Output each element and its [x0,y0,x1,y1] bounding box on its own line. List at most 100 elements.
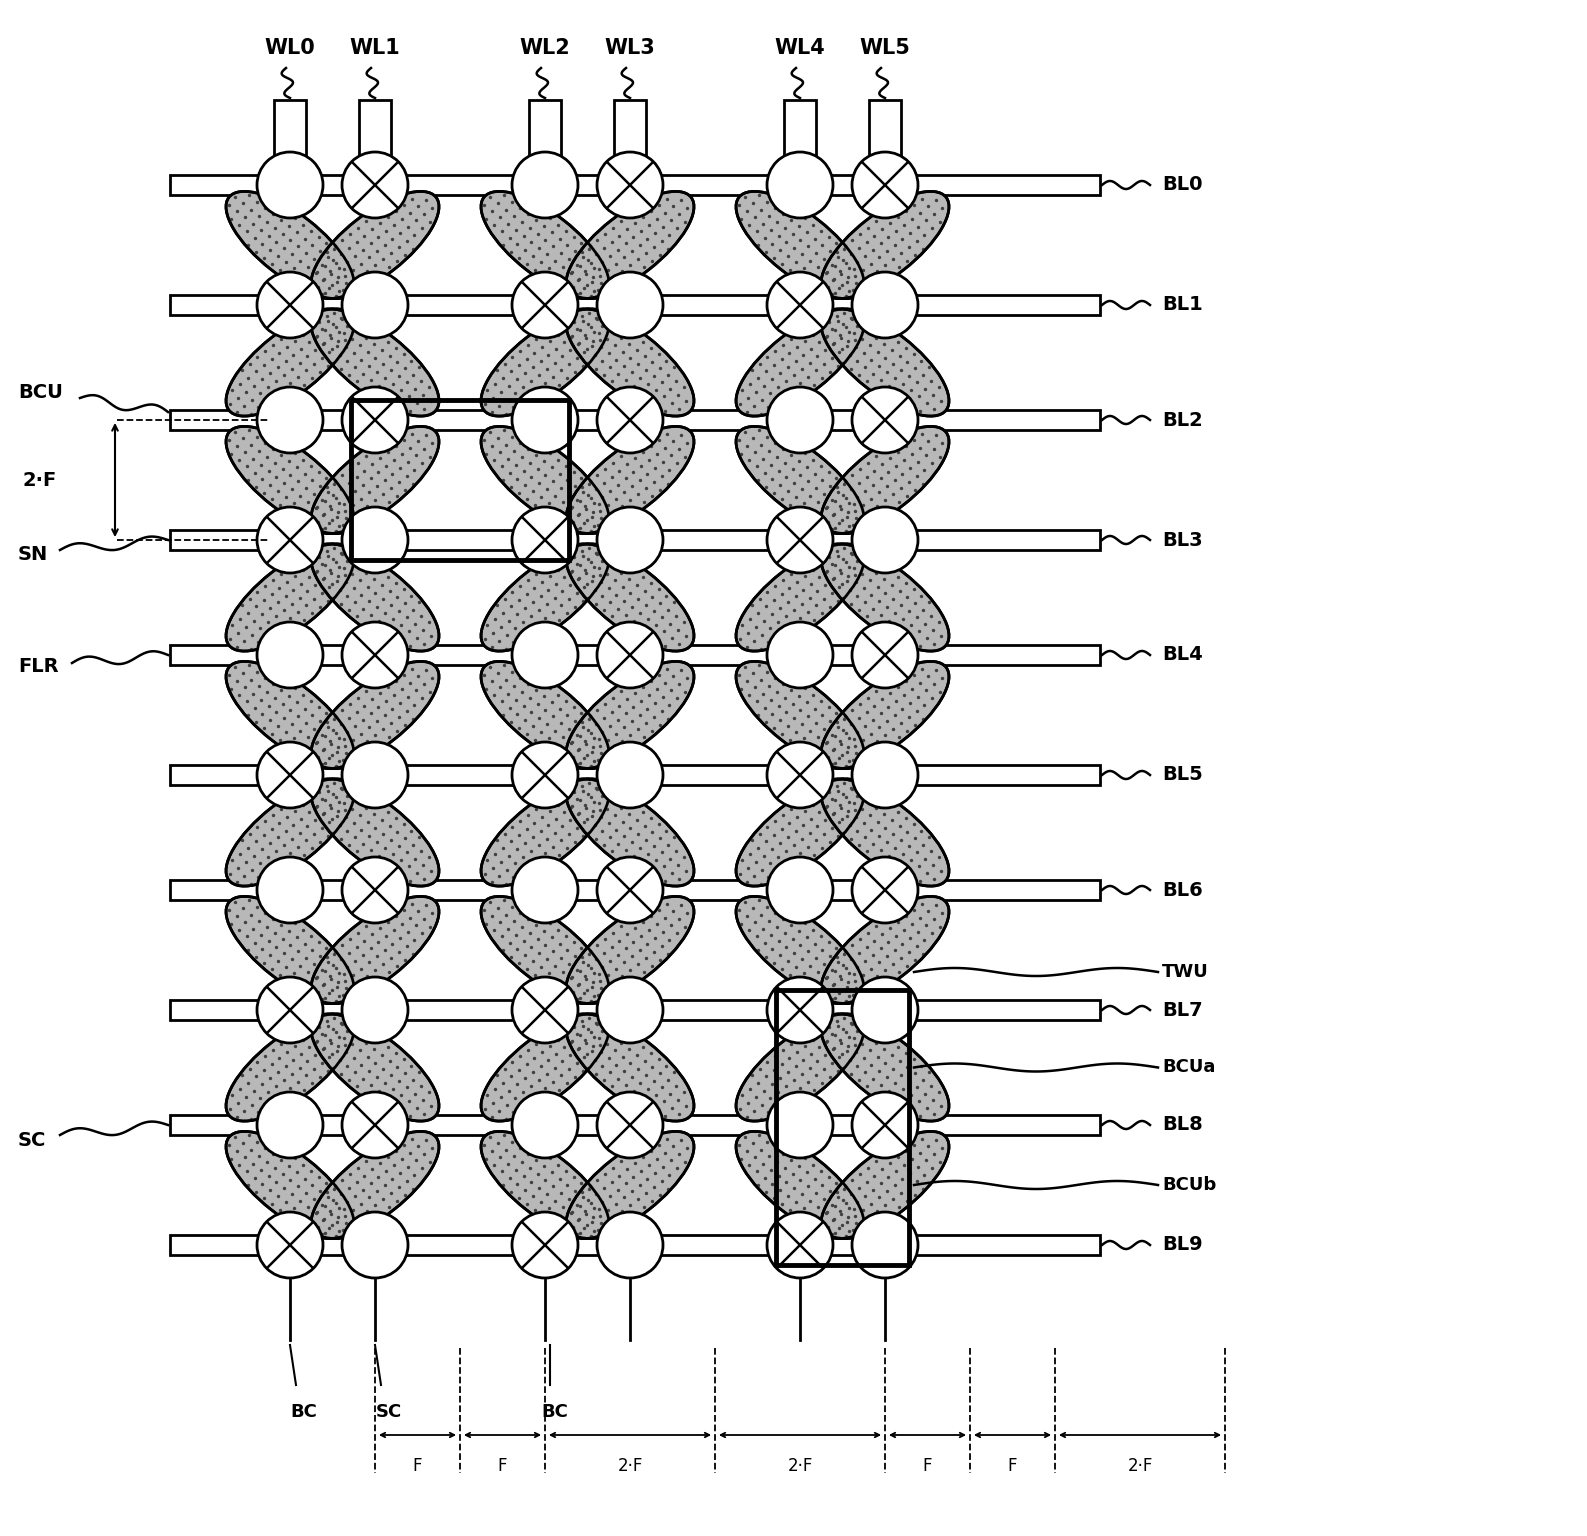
Point [640,954,665,978]
Point [805,490,830,515]
Point [913,846,938,871]
Point [893,198,919,223]
Point [898,1083,924,1107]
Point [398,186,424,210]
Point [522,1198,548,1223]
Point [851,576,876,601]
Point [914,390,940,415]
Point [838,476,863,501]
Point [495,387,521,412]
Point [387,926,413,951]
Point [647,1061,673,1086]
Point [354,326,379,350]
Point [865,574,890,599]
Point [257,596,282,621]
Point [340,797,365,822]
Point [495,682,521,707]
Point [617,958,643,983]
Point [573,261,598,286]
Point [836,750,862,774]
Point [836,1195,862,1220]
Point [402,1081,427,1106]
Point [760,1172,786,1197]
Point [832,1174,857,1198]
Point [308,708,333,733]
Point [592,221,617,246]
Point [330,307,355,332]
Point [638,433,663,458]
Point [863,273,889,298]
Point [565,802,590,826]
Point [855,685,881,710]
Point [736,1091,762,1115]
Point [303,1029,329,1054]
Point [673,445,698,470]
Point [759,837,784,862]
Point [554,551,579,576]
Point [248,1158,273,1183]
Point [367,324,392,349]
Point [870,452,895,476]
Point [581,960,606,985]
Point [308,1178,333,1203]
Point [752,226,778,250]
Point [281,727,306,751]
Point [217,1097,243,1121]
Point [767,596,792,621]
Point [893,249,919,273]
Bar [170,295,1100,315]
Point [820,1035,846,1060]
Point [549,710,574,734]
Point [784,250,809,275]
Point [624,966,649,991]
Point [598,699,624,723]
Point [632,1130,657,1155]
Point [303,510,329,535]
Point [371,938,397,963]
Point [527,833,552,857]
Point [727,664,752,688]
Point [286,233,311,258]
Point [652,435,678,459]
Point [776,811,801,836]
Point [774,935,800,960]
Point [835,568,860,593]
Point [887,1049,913,1074]
Point [508,1135,533,1160]
Point [519,604,544,628]
Point [395,450,421,475]
Point [295,1049,321,1074]
Point [827,1044,852,1069]
Point [578,233,603,258]
Point [532,1075,557,1100]
Point [892,856,917,880]
Point [859,722,884,746]
Point [606,223,632,247]
Point [382,198,408,223]
Point [289,806,314,831]
Point [592,548,617,573]
Point [565,269,590,293]
Point [765,679,790,703]
Point [217,677,243,702]
Point [360,452,386,476]
Point [259,1192,284,1217]
Point [506,353,532,378]
Point [817,238,843,263]
Point [236,653,262,677]
Point [592,598,617,622]
Circle shape [767,977,833,1043]
Point [330,697,355,722]
Point [511,610,536,634]
Point [514,487,540,511]
Point [901,192,927,217]
Point [530,499,555,524]
Point [779,611,805,636]
Point [584,591,609,616]
Point [805,579,830,604]
Point [794,848,819,872]
Point [881,1057,906,1081]
Point [836,490,862,515]
Point [252,665,278,690]
Point [728,207,754,232]
